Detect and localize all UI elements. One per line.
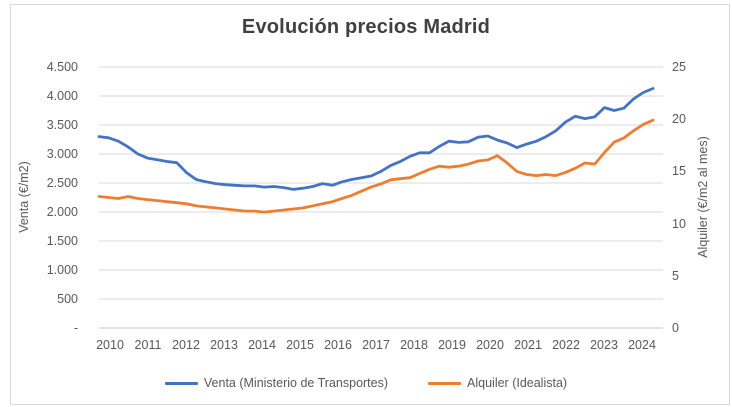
y-left-tick-label: 3.000 [46, 147, 78, 161]
x-tick-label: 2014 [248, 338, 276, 352]
legend-item-alquiler: Alquiler (Idealista) [428, 376, 567, 390]
x-tick-label: 2017 [362, 338, 390, 352]
x-tick-label: 2018 [400, 338, 428, 352]
y-left-tick-label: 1.000 [46, 263, 78, 277]
y-right-tick-label: 20 [672, 112, 686, 127]
legend-item-venta: Venta (Ministerio de Transportes) [164, 376, 389, 390]
x-tick-label: 2010 [96, 338, 124, 352]
x-tick-label: 2023 [590, 338, 618, 352]
x-tick-label: 2024 [628, 338, 656, 352]
x-tick-label: 2011 [134, 338, 162, 352]
y-right-tick-label: 0 [672, 321, 679, 335]
y-left-tick-label: - [73, 321, 78, 335]
legend: Venta (Ministerio de Transportes) Alquil… [0, 372, 732, 394]
y-left-tick-label: 2.500 [46, 176, 78, 190]
y-right-tick-label: 10 [672, 216, 686, 231]
x-tick-label: 2012 [172, 338, 200, 352]
y-right-tick-label: 5 [672, 268, 679, 283]
legend-label-venta: Venta (Ministerio de Transportes) [203, 376, 389, 390]
x-tick-label: 2013 [210, 338, 238, 352]
y-left-tick-label: 500 [57, 292, 78, 306]
venta-line-swatch [164, 381, 198, 385]
y-axis-left-title: Venta (€/m2) [17, 161, 31, 233]
y-left-tick-label: 4.000 [46, 89, 78, 103]
x-tick-label: 2019 [438, 338, 466, 352]
y-right-tick-label: 15 [672, 164, 686, 179]
chart-title: Evolución precios Madrid [241, 16, 491, 38]
venta-line [97, 87, 655, 191]
y-axis-right-title: Alquiler (€/m2 al mes) [696, 136, 710, 258]
x-tick-label: 2021 [514, 338, 542, 352]
alquiler-line-swatch [428, 381, 462, 385]
x-tick-label: 2022 [552, 338, 580, 352]
legend-label-alquiler: Alquiler (Idealista) [467, 376, 568, 390]
x-tick-label: 2016 [324, 338, 352, 352]
y-left-tick-label: 2.000 [46, 205, 78, 219]
chart-border [10, 4, 730, 405]
alquiler-line [97, 118, 655, 214]
y-left-tick-label: 4.500 [46, 60, 78, 74]
x-tick-label: 2015 [286, 338, 314, 352]
y-left-tick-label: 1.500 [46, 234, 78, 248]
y-right-tick-label: 25 [672, 60, 686, 74]
y-left-tick-label: 3.500 [46, 118, 78, 132]
x-tick-label: 2020 [476, 338, 504, 352]
